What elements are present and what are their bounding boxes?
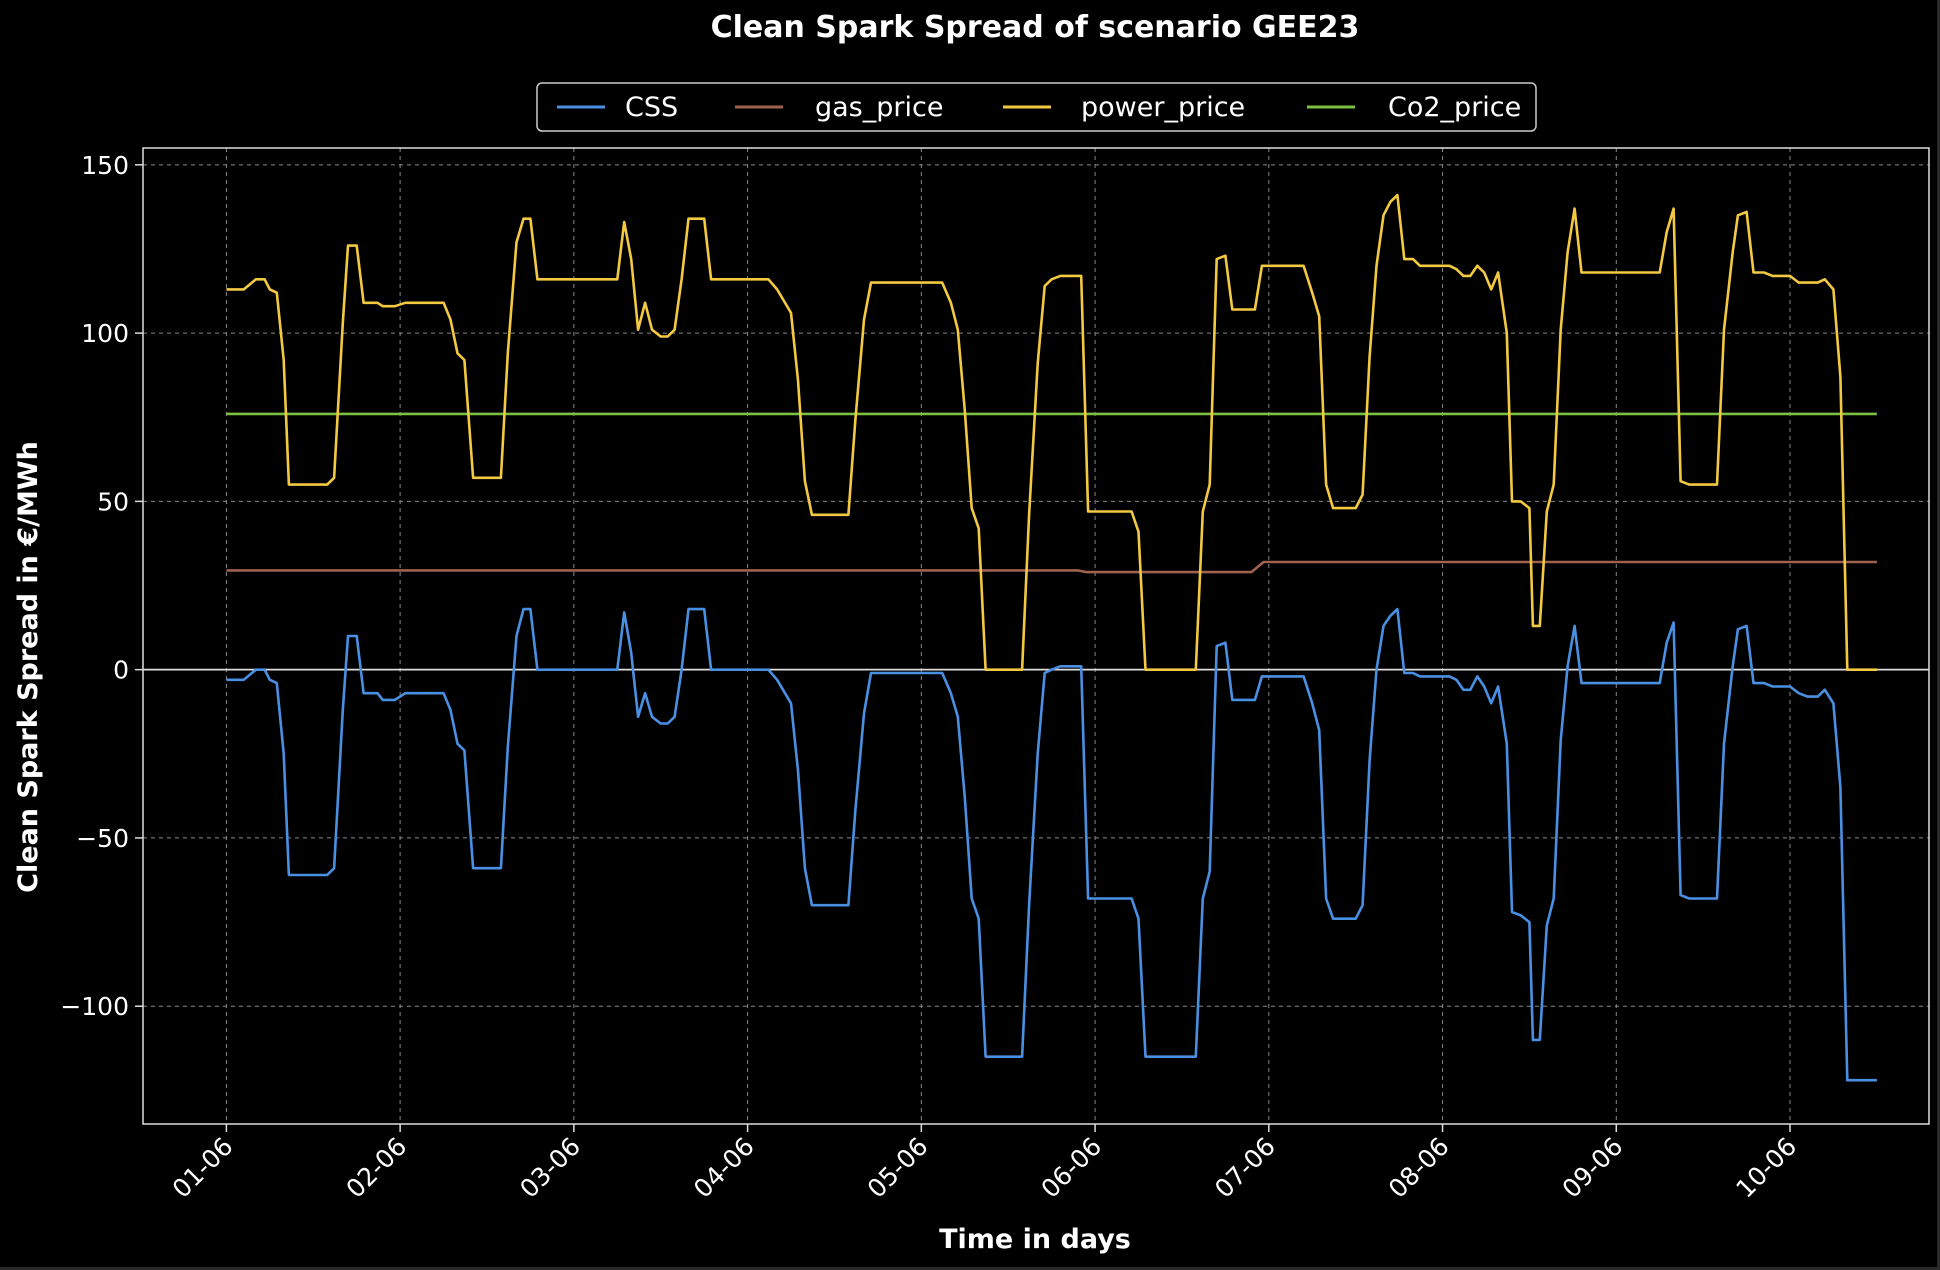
x-tick-label: 01-06 <box>167 1132 239 1204</box>
series-line-gas-price <box>226 560 1877 574</box>
legend-label-co2-price: Co2_price <box>1388 92 1521 123</box>
legend-entry-power-price: power_price <box>1003 92 1245 123</box>
legend: CSS gas_price power_price Co2_price <box>536 82 1537 132</box>
y-tick-label: −100 <box>60 992 129 1021</box>
x-tick-label: 06-06 <box>1035 1132 1107 1204</box>
y-axis-label: Clean Spark Spread in €/MWh <box>13 441 44 893</box>
x-tick-label: 02-06 <box>340 1132 412 1204</box>
legend-label-css: CSS <box>625 92 678 123</box>
y-tick-label: 100 <box>81 319 129 348</box>
y-axis: −100 −50 0 50 100 150 <box>60 151 143 1021</box>
x-tick-label: 07-06 <box>1209 1132 1281 1204</box>
y-tick-label: 150 <box>81 151 129 180</box>
legend-label-gas-price: gas_price <box>815 92 943 123</box>
x-axis-label: Time in days <box>939 1224 1131 1255</box>
y-tick-label: 50 <box>97 487 129 516</box>
legend-entry-gas-price: gas_price <box>735 92 943 123</box>
series-line-power-price <box>226 193 1877 671</box>
plot-area <box>142 147 1930 1125</box>
series-line-css <box>226 607 1877 1082</box>
x-tick-label: 09-06 <box>1557 1132 1629 1204</box>
legend-entry-css: CSS <box>557 92 678 123</box>
x-axis: 01-06 02-06 03-06 04-06 05-06 06-06 07-06 08-06… <box>167 1124 1802 1204</box>
y-tick-label: −50 <box>76 824 129 853</box>
x-tick-label: 05-06 <box>862 1132 934 1204</box>
series-layer <box>226 193 1877 1082</box>
legend-entry-co2-price: Co2_price <box>1307 92 1521 123</box>
grid <box>143 148 1929 1124</box>
x-tick-label: 04-06 <box>688 1132 760 1204</box>
x-tick-label: 03-06 <box>514 1132 586 1204</box>
y-tick-label: 0 <box>113 656 129 685</box>
x-tick-label: 08-06 <box>1383 1132 1455 1204</box>
chart-title: Clean Spark Spread of scenario GEE23 <box>711 10 1360 45</box>
x-tick-label: 10-06 <box>1730 1132 1802 1204</box>
legend-label-power-price: power_price <box>1081 92 1245 123</box>
